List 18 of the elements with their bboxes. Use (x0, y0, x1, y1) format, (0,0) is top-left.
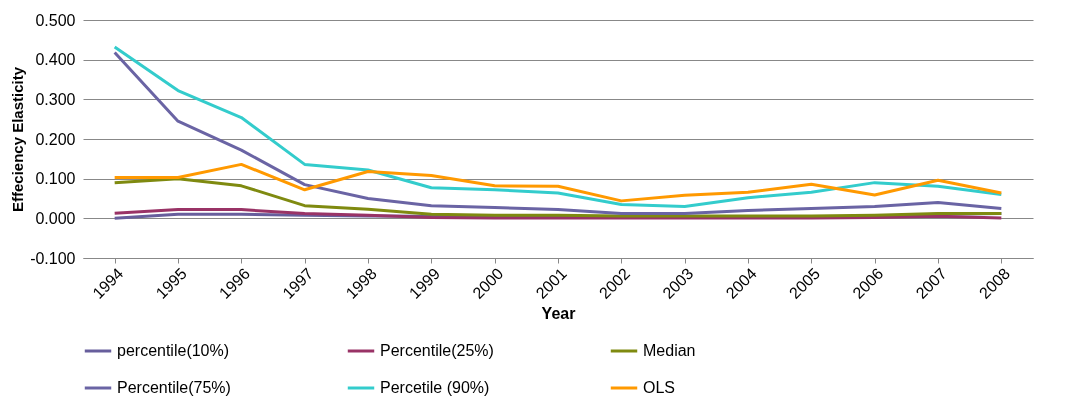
y-tick-label: 0.400 (35, 51, 76, 69)
y-tick-label: -0.100 (30, 249, 76, 267)
y-tick-label: 0.000 (35, 209, 76, 227)
line-series (113, 208, 1003, 220)
legend-label: Median (643, 342, 696, 359)
y-axis-title: Effeciency Elasticity (9, 66, 27, 213)
y-tick-label: 0.100 (35, 170, 76, 188)
legend-label: percentile(10%) (117, 342, 230, 359)
y-tick-label: 0.500 (35, 11, 76, 29)
legend-label: Percentile(25%) (380, 342, 494, 359)
legend-label: OLS (643, 379, 676, 396)
y-tick-label: 0.300 (35, 90, 76, 108)
line-series (113, 162, 1003, 203)
legend-label: Percetile (90%) (380, 379, 490, 396)
line-series (113, 177, 1003, 218)
x-axis-title: Year (541, 304, 576, 322)
legend-label: Percentile(75%) (117, 379, 231, 396)
y-tick-label: 0.200 (35, 130, 76, 148)
